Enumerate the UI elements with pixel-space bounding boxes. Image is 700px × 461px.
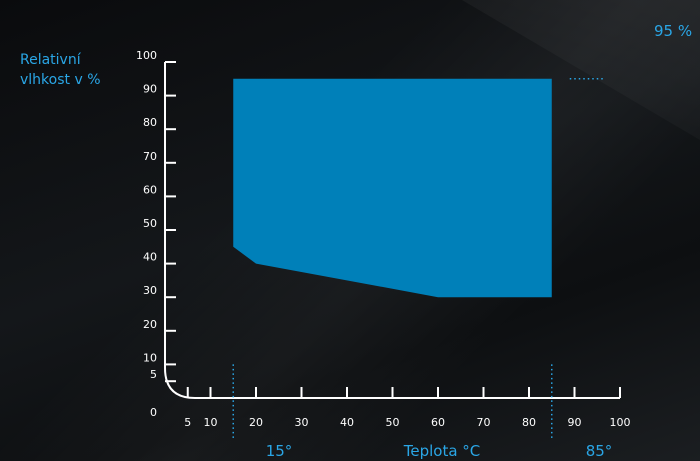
y-tick-label: 10 xyxy=(143,351,157,364)
t-max-label: 85° xyxy=(586,442,613,460)
x-tick-label: 30 xyxy=(295,416,309,429)
x-axis-ticks: 5 10 20 30 40 50 60 70 80 90 100 xyxy=(184,387,631,429)
y-tick-label: 50 xyxy=(143,217,157,230)
rh-limit-label: 95 % xyxy=(654,22,692,40)
x-tick-label: 60 xyxy=(431,416,445,429)
chart-axes xyxy=(164,62,620,399)
operating-region xyxy=(233,78,552,298)
x-tick-label: 5 xyxy=(184,416,191,429)
y-tick-label: 60 xyxy=(143,183,157,196)
x-tick-label: 100 xyxy=(610,416,631,429)
y-tick-label: 90 xyxy=(143,83,157,96)
y-tick-label: 20 xyxy=(143,318,157,331)
y-axis-label-line1: Relativní xyxy=(20,52,82,68)
y-tick-label: 40 xyxy=(143,251,157,264)
x-tick-label: 10 xyxy=(204,416,218,429)
x-tick-label: 20 xyxy=(249,416,263,429)
y-tick-label: 100 xyxy=(136,49,157,62)
y-tick-label: 70 xyxy=(143,150,157,163)
x-tick-label: 70 xyxy=(477,416,491,429)
x-tick-label: 90 xyxy=(568,416,582,429)
y-axis-ticks: 5 10 20 30 40 50 60 70 80 90 100 xyxy=(136,49,176,383)
x-tick-label: 50 xyxy=(386,416,400,429)
x-tick-label: 80 xyxy=(522,416,536,429)
y-tick-label: 80 xyxy=(143,116,157,129)
y-tick-label: 5 xyxy=(150,368,157,381)
y-axis-label-line2: vlhkost v % xyxy=(20,72,101,88)
t-min-label: 15° xyxy=(266,442,293,460)
x-axis-label: Teplota °C xyxy=(403,442,481,460)
y-tick-label: 30 xyxy=(143,284,157,297)
x-tick-label: 40 xyxy=(340,416,354,429)
origin-label: 0 xyxy=(150,406,157,419)
